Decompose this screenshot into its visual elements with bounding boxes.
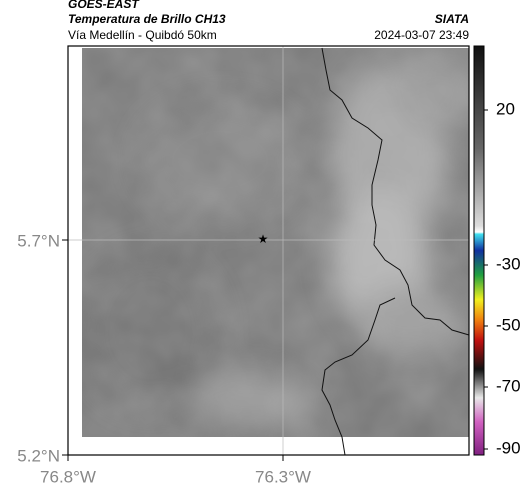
colorbar-ticks: 20 -30 -50 -70 -90 <box>484 99 521 457</box>
location-marker: ★ <box>258 232 269 246</box>
lat-label: 5.2°N <box>17 446 60 465</box>
border <box>321 297 396 456</box>
colorbar-label: -70 <box>496 376 521 395</box>
timestamp: 2024-03-07 23:49 <box>374 28 469 42</box>
border <box>321 47 470 336</box>
map-frame <box>67 45 470 456</box>
colorbar-label: -50 <box>496 315 521 334</box>
brand: SIATA <box>435 12 469 26</box>
satellite-image <box>82 48 469 437</box>
lon-label: 76.8°W <box>40 467 96 486</box>
region: Vía Medellín - Quibdó 50km <box>68 28 217 42</box>
colorbar-label: -30 <box>496 254 521 273</box>
lon-label: 76.3°W <box>255 467 311 486</box>
colorbar <box>473 45 485 456</box>
lat-label: 5.7°N <box>17 231 60 250</box>
colorbar-label: -90 <box>496 438 521 457</box>
source: GOES-EAST <box>68 0 140 11</box>
colorbar-label: 20 <box>496 99 515 118</box>
product: Temperatura de Brillo CH13 <box>68 12 226 26</box>
